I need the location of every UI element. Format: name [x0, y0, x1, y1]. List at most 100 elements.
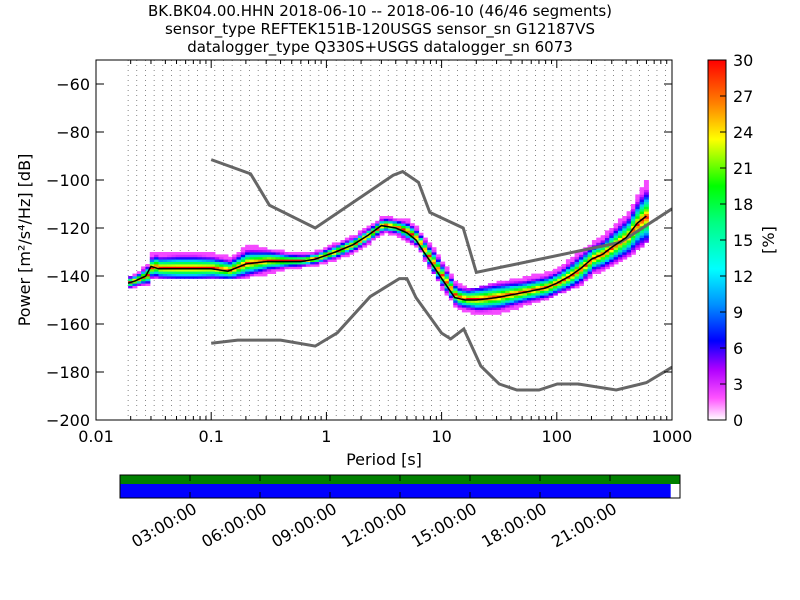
psd-cell — [292, 256, 298, 260]
psd-cell — [409, 225, 415, 229]
psd-cell — [583, 278, 589, 282]
psd-cell — [643, 180, 649, 183]
psd-cell — [474, 297, 480, 301]
psd-cell — [427, 264, 433, 267]
psd-cell — [418, 244, 424, 248]
psd-cell — [136, 276, 142, 279]
psd-cell — [626, 244, 632, 248]
psd-cell — [622, 244, 628, 248]
psd-cell — [474, 290, 480, 294]
psd-cell — [643, 208, 649, 212]
psd-cell — [617, 244, 623, 248]
psd-cell — [453, 290, 459, 294]
psd-cell — [457, 300, 463, 303]
psd-cell — [583, 273, 589, 277]
psd-cell — [383, 216, 389, 219]
psd-cell — [578, 254, 584, 258]
psd-cell — [483, 288, 489, 291]
psd-cell — [383, 218, 389, 222]
psd-cell — [635, 240, 641, 243]
psd-cell — [479, 292, 485, 296]
psd-cell — [487, 295, 493, 298]
psd-cell — [180, 268, 186, 272]
psd-cell — [639, 216, 645, 219]
psd-cell — [635, 218, 641, 222]
psd-cell — [245, 249, 251, 253]
psd-cell — [232, 259, 238, 262]
psd-cell — [513, 295, 519, 298]
psd-cell — [613, 252, 619, 255]
psd-cell — [617, 249, 623, 253]
psd-cell — [223, 276, 229, 279]
mode-line-group — [127, 215, 647, 301]
psd-cell — [613, 240, 619, 243]
psd-cell — [487, 304, 493, 308]
psd-cell — [427, 249, 433, 253]
psd-cell — [180, 271, 186, 274]
psd-cell — [388, 223, 394, 226]
psd-cell — [357, 242, 363, 246]
psd-cell — [483, 292, 489, 296]
psd-cell — [249, 264, 255, 267]
psd-cell — [336, 254, 342, 258]
psd-cell — [327, 244, 333, 248]
psd-cell — [418, 240, 424, 243]
psd-cell — [435, 268, 441, 272]
psd-cell — [600, 268, 606, 272]
psd-cell — [570, 261, 576, 265]
psd-cell — [522, 278, 528, 282]
psd-cell — [327, 259, 333, 262]
psd-cell — [492, 292, 498, 296]
psd-cell — [370, 235, 376, 238]
psd-cell — [240, 252, 246, 255]
psd-cell — [405, 240, 411, 243]
psd-cell — [596, 237, 602, 241]
psd-cell — [396, 235, 402, 238]
psd-cell — [266, 268, 272, 272]
psd-cell — [180, 264, 186, 267]
psd-cell — [557, 268, 563, 272]
colorbar-tick-label: 9 — [733, 303, 743, 322]
psd-cell — [613, 256, 619, 260]
psd-cell — [565, 266, 571, 270]
psd-cell — [219, 259, 225, 262]
psd-cell — [561, 271, 567, 274]
psd-cell — [158, 256, 164, 260]
psd-cell — [240, 266, 246, 270]
psd-cell — [171, 271, 177, 274]
psd-cell — [344, 247, 350, 250]
psd-cell — [622, 225, 628, 229]
psd-cell — [414, 244, 420, 248]
psd-cell — [526, 302, 532, 306]
psd-cell — [500, 283, 506, 286]
psd-cell — [266, 264, 272, 267]
psd-cell — [492, 283, 498, 286]
psd-cell — [227, 259, 233, 262]
psd-cell — [158, 252, 164, 255]
psd-cell — [405, 230, 411, 234]
psd-cell — [245, 244, 251, 248]
psd-cell — [617, 232, 623, 236]
psd-cell — [461, 309, 467, 313]
psd-cell — [444, 283, 450, 286]
psd-cell — [314, 249, 320, 253]
psd-cell — [639, 220, 645, 224]
psd-cell — [565, 285, 571, 289]
psd-cell — [639, 187, 645, 190]
psd-cell — [583, 266, 589, 270]
psd-cell — [266, 252, 272, 255]
psd-cell — [141, 283, 147, 286]
psd-cell — [440, 266, 446, 270]
psd-cell — [466, 295, 472, 298]
psd-cell — [470, 292, 476, 296]
psd-cell — [630, 240, 636, 243]
psd-cell — [249, 266, 255, 270]
psd-cell — [223, 273, 229, 277]
psd-cell — [440, 261, 446, 265]
time-tick-label: 21:00:00 — [548, 499, 620, 551]
psd-cell — [457, 307, 463, 310]
psd-cell — [531, 295, 537, 298]
psd-cell — [353, 240, 359, 243]
psd-cell — [626, 213, 632, 217]
psd-cell — [171, 266, 177, 270]
